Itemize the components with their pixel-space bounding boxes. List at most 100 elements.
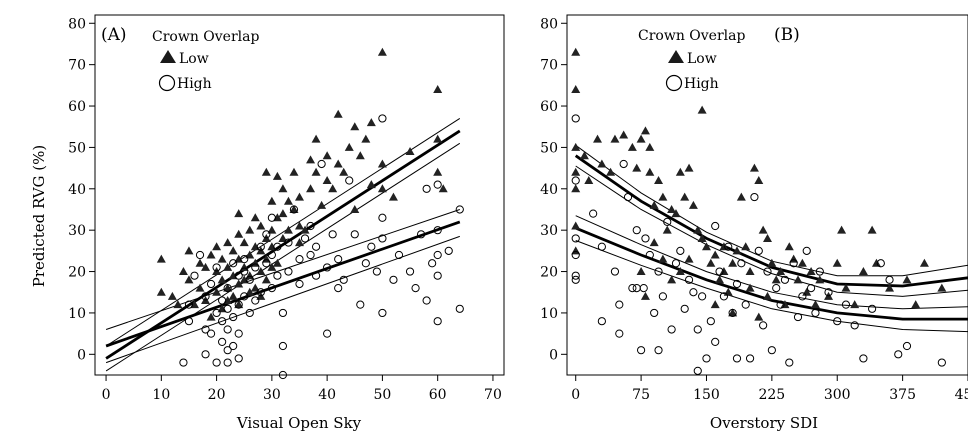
point-low xyxy=(156,254,166,263)
point-low xyxy=(239,238,249,247)
point-low xyxy=(810,300,820,309)
point-high xyxy=(815,267,824,276)
fit-ci-lower-high xyxy=(575,240,968,333)
point-low xyxy=(710,250,720,259)
point-high xyxy=(754,246,763,255)
point-high xyxy=(416,230,426,239)
y-tick-label: 80 xyxy=(68,16,86,32)
x-tick-label: 10 xyxy=(152,387,170,403)
point-low xyxy=(228,246,238,255)
point-high xyxy=(676,246,685,255)
point-high xyxy=(190,271,199,280)
point-low xyxy=(234,209,244,218)
point-high xyxy=(811,308,820,318)
point-high xyxy=(645,250,654,260)
point-high xyxy=(885,275,894,284)
legend-high-label: High xyxy=(684,76,719,92)
point-high xyxy=(273,271,282,280)
point-high xyxy=(785,358,794,367)
legend-low-label: Low xyxy=(687,51,717,67)
point-low xyxy=(234,300,244,309)
point-high xyxy=(798,292,807,301)
point-high xyxy=(201,350,210,359)
point-high xyxy=(184,300,194,309)
point-low xyxy=(212,287,222,296)
point-low xyxy=(885,283,895,292)
point-low xyxy=(206,312,216,321)
point-low xyxy=(919,258,929,267)
point-high xyxy=(201,292,210,301)
point-low xyxy=(344,142,354,151)
point-high xyxy=(689,288,698,297)
point-low xyxy=(579,151,589,160)
point-high xyxy=(759,321,768,330)
point-low xyxy=(339,167,349,176)
point-high xyxy=(212,358,221,367)
y-axis-title: Predicted RVG (%) xyxy=(30,145,48,288)
point-low xyxy=(758,225,768,234)
point-low xyxy=(736,192,746,201)
point-low xyxy=(911,300,921,309)
point-low xyxy=(715,275,725,284)
point-low xyxy=(680,192,690,201)
point-high xyxy=(780,275,790,284)
point-high xyxy=(262,259,271,268)
point-low xyxy=(684,163,694,172)
point-low xyxy=(195,283,205,292)
x-tick-label: 30 xyxy=(263,387,281,403)
point-low xyxy=(640,291,650,300)
fit-line-low xyxy=(574,154,968,288)
point-low xyxy=(438,184,448,193)
x-tick-label: 70 xyxy=(484,387,502,403)
point-low xyxy=(745,267,755,276)
point-high xyxy=(850,321,859,330)
x-tick-label: 50 xyxy=(373,387,391,403)
point-high xyxy=(444,246,453,255)
point-high xyxy=(218,337,227,346)
point-low xyxy=(256,221,266,230)
y-tick-label: 20 xyxy=(540,265,558,281)
point-low xyxy=(745,283,755,292)
panel-a-frame xyxy=(94,14,505,376)
x-tick-label: 150 xyxy=(693,387,720,403)
fit-line-high xyxy=(105,220,461,348)
point-low xyxy=(619,130,629,139)
point-low xyxy=(571,84,581,93)
point-high xyxy=(711,221,720,231)
point-high xyxy=(433,250,442,260)
point-high xyxy=(212,263,221,272)
point-high xyxy=(394,250,404,260)
point-high xyxy=(273,242,282,251)
point-low xyxy=(701,242,711,251)
point-high xyxy=(636,346,646,355)
panel-b-axes: 0 75 150 225 300 375 450 0 10 20 30 40 50 60 70 80 xyxy=(540,16,968,403)
point-low xyxy=(366,118,376,127)
point-low xyxy=(606,167,616,176)
point-low xyxy=(306,184,316,193)
fit-ci-lower-high xyxy=(105,235,460,364)
point-high xyxy=(763,267,772,276)
point-low xyxy=(675,267,685,276)
point-low xyxy=(212,242,222,251)
point-low xyxy=(671,209,681,218)
point-high xyxy=(306,221,315,231)
panel-a: 0 10 20 30 40 50 60 70 0 10 20 30 40 50 60 70 80 (A) Cro… xyxy=(68,14,505,432)
point-low xyxy=(767,258,777,267)
point-low xyxy=(245,250,255,259)
point-high xyxy=(284,238,293,247)
y-tick-label: 0 xyxy=(549,347,558,363)
point-high xyxy=(339,275,348,284)
point-high xyxy=(345,176,354,185)
legend-title: Crown Overlap xyxy=(638,28,745,44)
point-high xyxy=(623,192,633,202)
point-low xyxy=(636,134,646,143)
point-high xyxy=(894,350,903,359)
fit-ci-lower-low xyxy=(105,142,461,372)
point-high xyxy=(300,234,310,243)
point-high xyxy=(876,259,885,268)
point-high xyxy=(212,308,221,318)
point-high xyxy=(223,304,232,313)
point-low xyxy=(688,200,698,209)
point-low xyxy=(832,258,842,267)
legend-title: Crown Overlap xyxy=(152,29,259,45)
